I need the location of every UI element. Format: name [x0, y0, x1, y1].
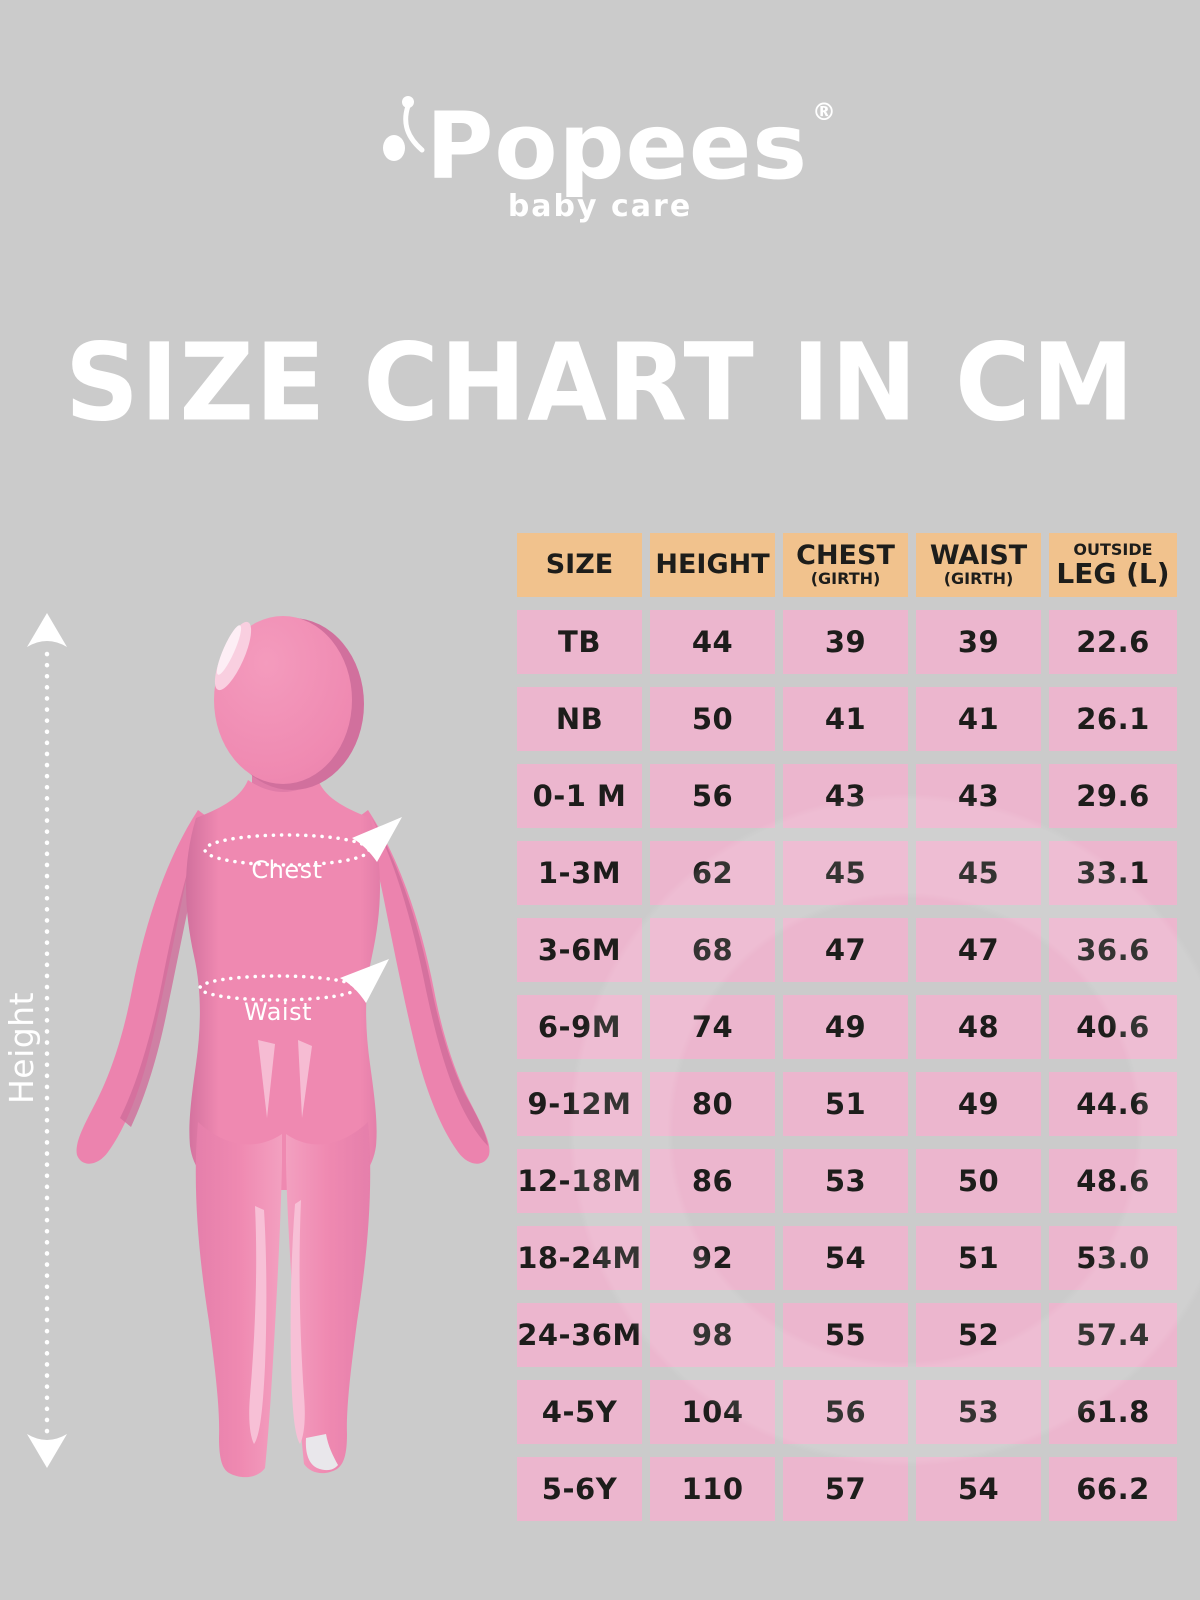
- table-cell: 12-18M: [517, 1149, 642, 1213]
- table-cell: 50: [916, 1149, 1041, 1213]
- logo-antennae-icon: [382, 92, 440, 166]
- table-cell: 57.4: [1049, 1303, 1177, 1367]
- table-header-chest: CHEST (GIRTH): [783, 533, 908, 597]
- height-label: Height: [2, 991, 41, 1105]
- child-mannequin-figure: [76, 616, 490, 1478]
- table-cell: 41: [783, 687, 908, 751]
- table-cell: 53: [783, 1149, 908, 1213]
- table-cell: 51: [783, 1072, 908, 1136]
- table-cell: 98: [650, 1303, 775, 1367]
- table-cell: 44: [650, 610, 775, 674]
- table-cell: 43: [783, 764, 908, 828]
- table-cell: 22.6: [1049, 610, 1177, 674]
- table-cell: 51: [916, 1226, 1041, 1290]
- table-cell: 53.0: [1049, 1226, 1177, 1290]
- table-cell: TB: [517, 610, 642, 674]
- table-cell: 40.6: [1049, 995, 1177, 1059]
- table-cell: 4-5Y: [517, 1380, 642, 1444]
- table-cell: 47: [916, 918, 1041, 982]
- table-cell: 56: [650, 764, 775, 828]
- table-cell: 9-12M: [517, 1072, 642, 1136]
- table-cell: 110: [650, 1457, 775, 1521]
- table-cell: 56: [783, 1380, 908, 1444]
- figure-right-arm: [360, 810, 490, 1164]
- table-cell: 33.1: [1049, 841, 1177, 905]
- height-arrow-icon: [27, 613, 67, 1468]
- table-cell: 68: [650, 918, 775, 982]
- table-cell: 18-24M: [517, 1226, 642, 1290]
- table-cell: 52: [916, 1303, 1041, 1367]
- table-cell: 44.6: [1049, 1072, 1177, 1136]
- table-cell: 45: [783, 841, 908, 905]
- table-cell: 6-9M: [517, 995, 642, 1059]
- table-cell: 39: [916, 610, 1041, 674]
- table-cell: 24-36M: [517, 1303, 642, 1367]
- waist-label: Waist: [244, 998, 312, 1026]
- table-cell: 54: [916, 1457, 1041, 1521]
- table-cell: 62: [650, 841, 775, 905]
- table-cell: 29.6: [1049, 764, 1177, 828]
- table-cell: 3-6M: [517, 918, 642, 982]
- table-cell: 1-3M: [517, 841, 642, 905]
- chest-label: Chest: [251, 856, 323, 884]
- table-cell: 43: [916, 764, 1041, 828]
- chest-arrow-icon: [352, 817, 402, 862]
- table-cell: 54: [783, 1226, 908, 1290]
- table-cell: 36.6: [1049, 918, 1177, 982]
- table-cell: 39: [783, 610, 908, 674]
- figure-torso: [186, 780, 380, 1190]
- table-cell: 92: [650, 1226, 775, 1290]
- table-header-outside-leg: OUTSIDE LEG (L): [1049, 533, 1177, 597]
- waist-arrow-icon: [340, 959, 389, 1003]
- table-cell: 86: [650, 1149, 775, 1213]
- table-cell: 57: [783, 1457, 908, 1521]
- table-cell: 61.8: [1049, 1380, 1177, 1444]
- table-header-height: HEIGHT: [650, 533, 775, 597]
- table-cell: 80: [650, 1072, 775, 1136]
- table-cell: 66.2: [1049, 1457, 1177, 1521]
- table-cell: 48.6: [1049, 1149, 1177, 1213]
- table-cell: NB: [517, 687, 642, 751]
- brand-name: Popees: [425, 93, 809, 200]
- table-cell: 47: [783, 918, 908, 982]
- table-cell: 0-1 M: [517, 764, 642, 828]
- figure-left-arm: [76, 810, 206, 1164]
- registered-mark: ®: [812, 98, 837, 126]
- table-cell: 55: [783, 1303, 908, 1367]
- table-cell: 74: [650, 995, 775, 1059]
- brand-tagline: baby care: [507, 189, 693, 225]
- table-cell: 41: [916, 687, 1041, 751]
- table-cell: 26.1: [1049, 687, 1177, 751]
- table-cell: 49: [783, 995, 908, 1059]
- table-cell: 45: [916, 841, 1041, 905]
- brand-logo: Popees ® baby care: [0, 96, 1200, 224]
- table-cell: 50: [650, 687, 775, 751]
- page-title: SIZE CHART IN CM: [64, 320, 1136, 446]
- table-cell: 5-6Y: [517, 1457, 642, 1521]
- table-cell: 49: [916, 1072, 1041, 1136]
- figure-right-leg: [286, 1122, 371, 1474]
- table-header-waist: WAIST (GIRTH): [916, 533, 1041, 597]
- table-header-size: SIZE: [517, 533, 642, 597]
- size-table: SIZE HEIGHT CHEST (GIRTH) WAIST (GIRTH) …: [517, 533, 1177, 1521]
- figure-head: [214, 616, 352, 784]
- table-cell: 53: [916, 1380, 1041, 1444]
- figure-left-leg: [195, 1122, 282, 1478]
- table-cell: 104: [650, 1380, 775, 1444]
- table-cell: 48: [916, 995, 1041, 1059]
